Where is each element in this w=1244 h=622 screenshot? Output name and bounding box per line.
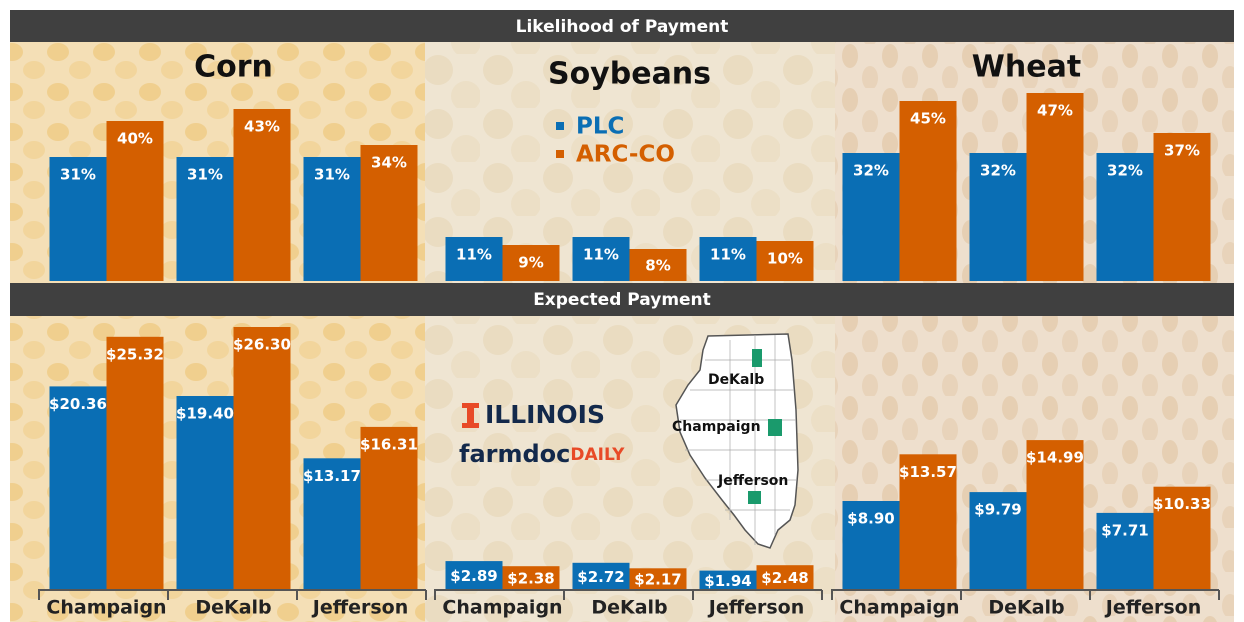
legend-swatch	[556, 122, 564, 130]
map-label: Jefferson	[717, 473, 788, 489]
x-tick-label: Champaign	[442, 597, 562, 619]
value-label: $20.36	[49, 395, 107, 413]
county-jefferson	[748, 491, 761, 504]
x-tick-label: DeKalb	[988, 597, 1064, 619]
value-label: $2.38	[507, 570, 554, 588]
value-label: $1.94	[704, 572, 751, 590]
value-label: $14.99	[1026, 449, 1084, 467]
value-label: 45%	[910, 110, 946, 128]
value-label: $10.33	[1153, 495, 1211, 513]
x-tick-label: Jefferson	[707, 597, 805, 619]
value-label: $2.17	[634, 571, 681, 589]
bar	[107, 337, 164, 590]
chart: $2.89 $2.72 $1.94 $2.38 $2.17 $2.48 Champaign D…	[434, 561, 822, 618]
value-label: $7.71	[1101, 521, 1148, 539]
value-label: 37%	[1164, 142, 1200, 160]
logo-university: ILLINOIS	[485, 400, 605, 429]
logo-brand-main: farmdoc	[459, 440, 570, 468]
infographic: Likelihood of Payment Expected Payment I…	[0, 0, 1244, 622]
x-tick-label: DeKalb	[591, 597, 667, 619]
value-label: 11%	[583, 246, 619, 264]
logo-brand-accent: DAILY	[570, 445, 625, 465]
value-label: $16.31	[360, 435, 418, 453]
bar	[50, 386, 107, 590]
value-label: 31%	[187, 166, 223, 184]
legend-label: PLC	[576, 114, 624, 140]
value-label: 34%	[371, 154, 407, 172]
x-tick-label: Champaign	[839, 597, 959, 619]
x-tick-label: DeKalb	[195, 597, 271, 619]
bar	[234, 327, 291, 590]
value-label: $8.90	[847, 510, 894, 528]
value-label: 40%	[117, 130, 153, 148]
bar	[177, 396, 234, 590]
bar	[1027, 93, 1084, 281]
value-label: 47%	[1037, 102, 1073, 120]
value-label: 32%	[853, 162, 889, 180]
value-label: $13.17	[303, 467, 361, 485]
value-label: 11%	[710, 246, 746, 264]
value-label: $2.72	[577, 568, 624, 586]
value-label: 9%	[518, 254, 543, 272]
legend-swatch	[556, 150, 564, 158]
value-label: 31%	[60, 166, 96, 184]
value-label: 32%	[1107, 162, 1143, 180]
value-label: $9.79	[974, 501, 1021, 519]
legend-label: ARC-CO	[576, 142, 675, 168]
chart-title: Soybeans	[548, 57, 711, 92]
value-label: $2.89	[450, 567, 497, 585]
county-dekalb	[752, 349, 762, 367]
value-label: $25.32	[106, 345, 164, 363]
value-label: $13.57	[899, 463, 957, 481]
value-label: 10%	[767, 250, 803, 268]
value-label: 31%	[314, 166, 350, 184]
value-label: $2.48	[761, 569, 808, 587]
map-label: Champaign	[672, 419, 761, 435]
value-label: 11%	[456, 246, 492, 264]
header: Likelihood of Payment	[516, 17, 729, 37]
chart-title: Corn	[194, 50, 273, 85]
map-label: DeKalb	[708, 372, 764, 388]
value-label: $19.40	[176, 405, 234, 423]
value-label: 32%	[980, 162, 1016, 180]
header: Expected Payment	[533, 290, 711, 310]
county-champaign	[768, 419, 782, 436]
value-label: $26.30	[233, 336, 291, 354]
x-tick-label: Champaign	[46, 597, 166, 619]
value-label: 43%	[244, 118, 280, 136]
logo-brand: farmdocDAILY	[459, 440, 625, 468]
x-tick-label: Jefferson	[311, 597, 409, 619]
value-label: 8%	[645, 257, 670, 275]
chart-title: Wheat	[972, 50, 1081, 85]
bar	[900, 101, 957, 281]
x-tick-label: Jefferson	[1104, 597, 1202, 619]
